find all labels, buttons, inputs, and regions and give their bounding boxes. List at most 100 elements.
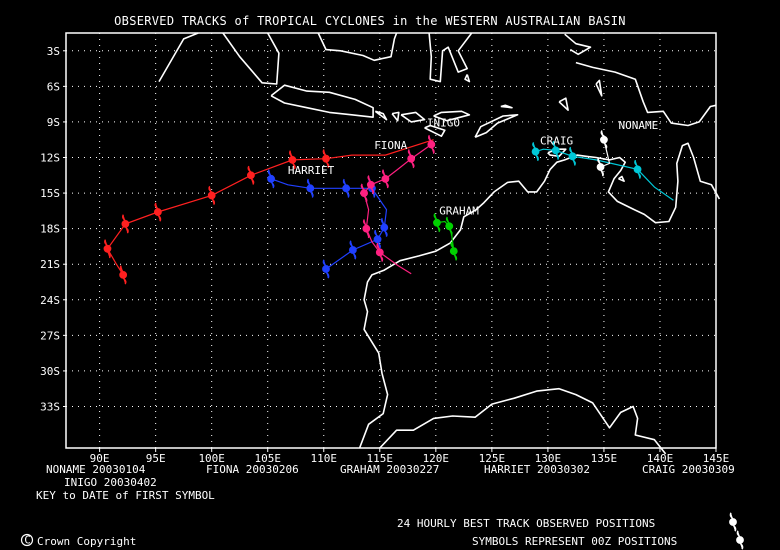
lat-tick-label: 6S xyxy=(47,80,60,93)
coastline xyxy=(400,111,426,123)
cyclone-tracks: FIONA GRAHAM HARRIET INIGO CRAIG NONAME xyxy=(103,117,674,285)
coastline xyxy=(433,110,471,122)
cyclone-symbol xyxy=(568,146,577,166)
cyclone-symbol xyxy=(551,140,560,160)
lon-tick-label: 145E xyxy=(703,452,730,465)
lat-tick-label: 15S xyxy=(40,187,60,200)
cyclone-symbol xyxy=(119,265,128,285)
track-fiona: FIONA xyxy=(103,139,434,285)
coastline xyxy=(379,387,667,455)
cyclone-symbol xyxy=(322,149,330,169)
key-entry: GRAHAM 20030227 xyxy=(340,463,439,476)
copyright-icon xyxy=(20,533,34,547)
cyclone-symbol xyxy=(600,130,608,150)
coastline xyxy=(595,79,603,97)
lat-tick-label: 12S xyxy=(40,152,60,165)
coastline xyxy=(564,33,592,56)
track-label: NONAME xyxy=(619,119,659,132)
track-noname: NONAME xyxy=(596,119,659,177)
lon-tick-label: 115E xyxy=(367,452,394,465)
track-inigo: INIGO xyxy=(360,117,460,275)
lat-tick-label: 3S xyxy=(47,45,60,58)
cyclone-symbol xyxy=(306,178,315,198)
lon-tick-label: 130E xyxy=(535,452,562,465)
cyclone-symbol xyxy=(267,169,275,189)
key-entry: HARRIET 20030302 xyxy=(484,463,590,476)
lon-tick-label: 110E xyxy=(311,452,338,465)
lat-tick-label: 21S xyxy=(40,258,60,271)
lon-tick-label: 95E xyxy=(146,452,166,465)
coastline xyxy=(374,110,388,121)
lon-tick-label: 90E xyxy=(90,452,110,465)
coastline xyxy=(500,104,513,109)
axis-ticks: 90E 95E 100E 105E 110E 115E 120E 125E 130E 135E 14… xyxy=(40,45,729,465)
track-line xyxy=(535,148,674,201)
cyclone-symbol xyxy=(433,213,441,233)
lon-tick-label: 105E xyxy=(254,452,281,465)
track-craig: CRAIG xyxy=(531,134,674,201)
note-line2: SYMBOLS REPRESENT 00Z POSITIONS xyxy=(472,535,677,548)
track-label: HARRIET xyxy=(288,164,335,177)
map-title: OBSERVED TRACKS of TROPICAL CYCLONES in … xyxy=(114,14,626,28)
coastline xyxy=(464,74,471,83)
coastline xyxy=(474,114,519,139)
cyclone-symbol xyxy=(366,175,375,195)
legend-symbol-glyph xyxy=(729,512,737,532)
cyclone-symbol xyxy=(348,240,357,260)
coastline xyxy=(391,111,400,122)
copyright-text: Crown Copyright xyxy=(37,535,136,548)
cyclone-symbol xyxy=(596,157,605,177)
lon-tick-label: 140E xyxy=(647,452,674,465)
cyclone-symbol xyxy=(375,242,384,262)
key-caption: KEY to DATE of FIRST SYMBOL xyxy=(36,489,215,502)
cyclone-symbol xyxy=(247,165,255,185)
coastline xyxy=(558,97,569,111)
lat-tick-label: 18S xyxy=(40,223,60,236)
cyclone-symbol xyxy=(407,149,416,169)
track-graham: GRAHAM xyxy=(433,204,479,261)
coastline xyxy=(158,32,199,83)
track-label: FIONA xyxy=(374,139,407,152)
date-key: NONAME 20030104 FIONA 20030206 GRAHAM 2003… xyxy=(46,463,735,489)
cyclone-symbol xyxy=(288,150,297,170)
coastline xyxy=(618,175,625,182)
lat-tick-label: 9S xyxy=(47,116,60,129)
key-entry: FIONA 20030206 xyxy=(206,463,299,476)
legend-symbol-glyph xyxy=(736,530,744,550)
cyclone-symbol xyxy=(633,159,642,179)
track-label: CRAIG xyxy=(540,134,573,147)
track-label: INIGO xyxy=(427,117,460,130)
coastline xyxy=(358,142,721,449)
cyclone-symbol xyxy=(449,241,458,261)
cyclone-symbol xyxy=(103,239,112,259)
coastline xyxy=(424,124,446,137)
cyclone-symbol xyxy=(342,178,351,198)
cyclone-symbol xyxy=(380,217,389,238)
cyclone-symbol xyxy=(381,169,390,189)
lon-tick-label: 120E xyxy=(423,452,450,465)
copyright-icon-letter: C xyxy=(24,534,31,547)
cyclone-symbol xyxy=(207,185,216,206)
graticule xyxy=(66,33,716,448)
cyclone-symbol xyxy=(121,214,130,234)
coastline xyxy=(222,32,280,85)
lat-tick-label: 30S xyxy=(40,365,60,378)
cyclone-symbol-icon xyxy=(729,512,744,550)
coastline xyxy=(317,32,398,62)
cyclone-symbol xyxy=(153,202,162,222)
lon-tick-label: 125E xyxy=(479,452,506,465)
cyclone-symbol xyxy=(360,183,369,203)
lat-tick-label: 33S xyxy=(40,401,60,414)
lat-tick-label: 24S xyxy=(40,294,60,307)
coastline xyxy=(575,61,717,127)
lon-tick-label: 100E xyxy=(198,452,225,465)
coastline xyxy=(270,84,374,118)
lat-tick-label: 27S xyxy=(40,329,60,342)
cyclone-symbol xyxy=(362,219,371,239)
map-frame xyxy=(65,32,717,449)
lon-tick-label: 135E xyxy=(591,452,618,465)
track-line xyxy=(270,178,388,270)
copyright: C Crown Copyright xyxy=(20,533,136,548)
cyclone-symbol xyxy=(531,141,540,162)
key-entry: CRAIG 20030309 xyxy=(642,463,735,476)
